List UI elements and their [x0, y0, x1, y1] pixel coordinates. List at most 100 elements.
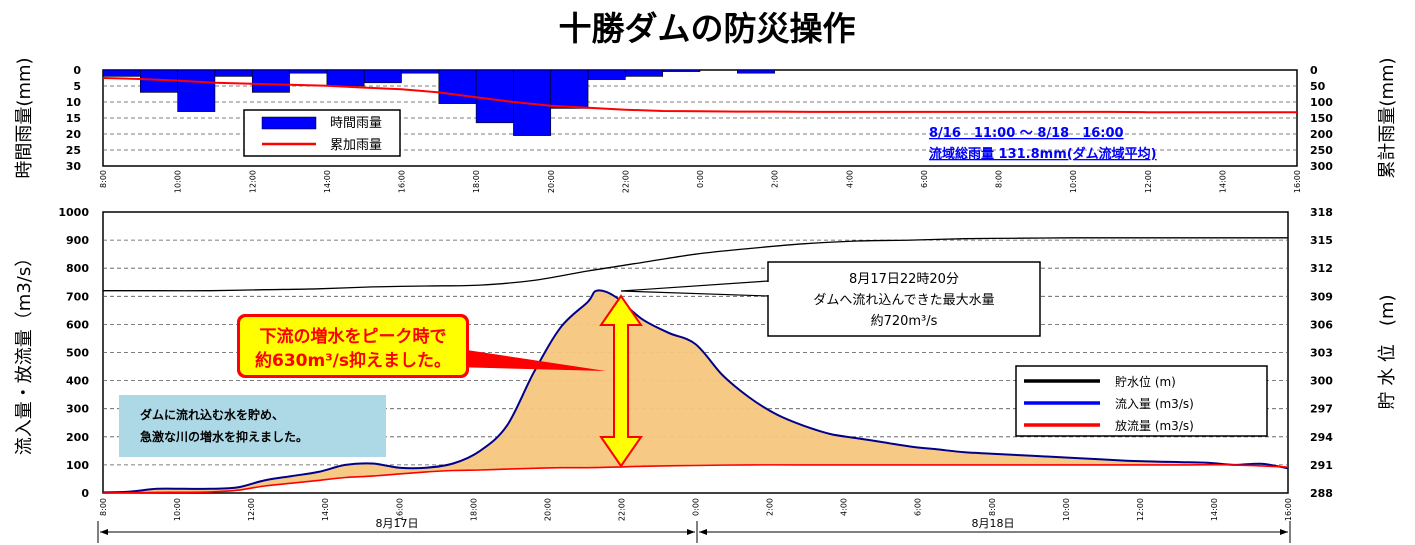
flow-ytick-right: 309 [1310, 290, 1333, 303]
rain-bar [289, 69, 328, 74]
flow-xticks: 8:00 10:00 12:00 14:00 16:00 18:00 20:00 22:00 0… [99, 498, 1293, 521]
rain-ytick-left: 15 [66, 112, 81, 125]
rain-bar [737, 69, 775, 74]
rain-ytick-left: 10 [66, 96, 82, 109]
flow-xtick: 18:00 [469, 498, 478, 521]
flow-ytick-left: 800 [66, 262, 89, 275]
flow-xtick: 10:00 [173, 498, 182, 521]
reduction-text-2: 約630m³/s抑えました。 [255, 350, 451, 371]
flow-ytick-right: 291 [1310, 459, 1333, 472]
rain-bar [625, 69, 663, 77]
peak-time-text: 8月17日22時20分 [849, 272, 959, 287]
flow-xtick: 12:00 [1136, 498, 1145, 521]
legend-storage-label: 貯水位 (m) [1115, 374, 1176, 389]
flow-xtick: 8:00 [988, 498, 997, 516]
rain-ytick-right: 200 [1310, 128, 1333, 141]
cumulative-rain-line [102, 77, 1297, 114]
legend-bar-label: 時間雨量 [330, 116, 382, 131]
rain-ytick-left: 20 [66, 128, 82, 141]
flow-legend: 貯水位 (m) 流入量 (m3/s) 放流量 (m3/s) [1015, 365, 1268, 437]
flow-xtick: 16:00 [395, 498, 404, 521]
day-brackets: 8月17日 8月18日 [97, 517, 1291, 543]
flow-ytick-left: 100 [66, 459, 89, 472]
flow-xtick: 2:00 [766, 498, 775, 516]
day-label-1: 8月17日 [376, 517, 419, 530]
rain-bar [550, 69, 589, 109]
flow-ytick-left: 300 [66, 403, 89, 416]
rain-xticks: 8:00 10:00 12:00 14:00 16:00 18:00 20:00 22:00 0… [99, 170, 1302, 193]
legend-line-label: 累加雨量 [330, 138, 382, 153]
flow-ytick-right: 294 [1310, 431, 1333, 444]
rain-yticks-right: 0 50 100 150 200 250 300 [1310, 64, 1333, 173]
day-label-2: 8月18日 [972, 517, 1015, 530]
flow-xtick: 20:00 [543, 498, 552, 521]
rain-ytick-right: 50 [1310, 80, 1326, 93]
flow-ytick-right: 306 [1310, 318, 1333, 331]
rain-ytick-left: 25 [66, 144, 81, 157]
info-text-1: ダムに流れ込む水を貯め、 [140, 407, 284, 422]
storage-level-line [103, 237, 1288, 292]
flow-xtick: 10:00 [1062, 498, 1071, 521]
rain-xtick: 6:00 [920, 170, 929, 188]
inflow-line [102, 289, 1289, 494]
rain-bar [662, 69, 701, 72]
rain-ytick-left: 0 [73, 64, 81, 77]
rain-bar [587, 69, 626, 80]
flow-ytick-left: 600 [66, 318, 89, 331]
peak-callout: 8月17日22時20分 ダムへ流れ込んできた最大水量 約720m³/s [620, 261, 1041, 337]
flow-ytick-right: 315 [1310, 234, 1333, 247]
flow-ytick-right: 318 [1310, 206, 1333, 219]
rain-xtick: 12:00 [248, 170, 257, 193]
flow-xtick: 4:00 [840, 498, 849, 516]
outflow-line [102, 463, 1289, 494]
legend-bar-swatch [261, 116, 317, 130]
reduction-arrow [599, 294, 643, 468]
flow-xtick: 22:00 [617, 498, 626, 521]
rain-yticks-left: 0 5 10 15 20 25 30 [66, 64, 82, 173]
storage-volume-fill [103, 290, 1288, 493]
rain-bar [363, 69, 402, 84]
rain-ytick-left: 30 [66, 160, 82, 173]
flow-ytick-left: 0 [81, 487, 89, 500]
rain-xtick: 10:00 [174, 170, 183, 193]
rain-xtick: 12:00 [1144, 170, 1153, 193]
rain-xtick: 4:00 [845, 170, 854, 188]
legend-outflow-label: 放流量 (m3/s) [1115, 418, 1194, 433]
rain-period-text: 8/16 11:00 ～ 8/18 16:00 [929, 126, 1124, 141]
flow-ylabel-left: 流入量・放流量（m3/s） [14, 249, 35, 455]
rain-bar [214, 69, 253, 77]
rain-ylabel-left: 時間雨量(mm) [14, 57, 35, 178]
flow-xtick: 0:00 [692, 498, 701, 516]
rain-xtick: 16:00 [398, 170, 407, 193]
flow-ytick-right: 288 [1310, 487, 1333, 500]
legend-inflow-label: 流入量 (m3/s) [1115, 397, 1194, 411]
flow-ytick-right: 300 [1310, 375, 1333, 388]
rain-xtick: 18:00 [472, 170, 481, 193]
peak-desc-text: ダムへ流れ込んできた最大水量 [813, 293, 994, 308]
reduction-callout: 下流の増水をピーク時で 約630m³/s抑えました。 [237, 314, 606, 378]
rain-bar [326, 69, 365, 87]
flow-ytick-right: 297 [1310, 403, 1333, 416]
rain-bar [251, 69, 290, 93]
rain-xtick: 14:00 [1218, 170, 1227, 193]
rain-xtick: 0:00 [696, 170, 705, 188]
peak-value-text: 約720m³/s [871, 314, 938, 329]
rain-xtick: 20:00 [547, 170, 556, 193]
rain-xtick: 10:00 [1069, 170, 1078, 193]
flow-ytick-right: 312 [1310, 262, 1333, 275]
flow-ytick-right: 303 [1310, 347, 1333, 360]
flow-xtick: 14:00 [1210, 498, 1219, 521]
flow-ytick-left: 200 [66, 431, 89, 444]
rain-ytick-right: 150 [1310, 112, 1333, 125]
flow-yticks-right: 288 291 294 297 300 303 306 309 312 315 318 [1310, 206, 1333, 500]
rain-ytick-right: 0 [1310, 64, 1318, 77]
rain-xtick: 14:00 [323, 170, 332, 193]
rain-xtick: 22:00 [621, 170, 630, 193]
rain-ytick-right: 100 [1310, 96, 1333, 109]
rain-bar [177, 69, 216, 112]
rain-ylabel-right: 累計雨量(mm) [1377, 57, 1398, 178]
rain-ytick-left: 5 [73, 80, 81, 93]
rain-xtick: 8:00 [995, 170, 1004, 188]
flow-ytick-left: 400 [66, 375, 89, 388]
